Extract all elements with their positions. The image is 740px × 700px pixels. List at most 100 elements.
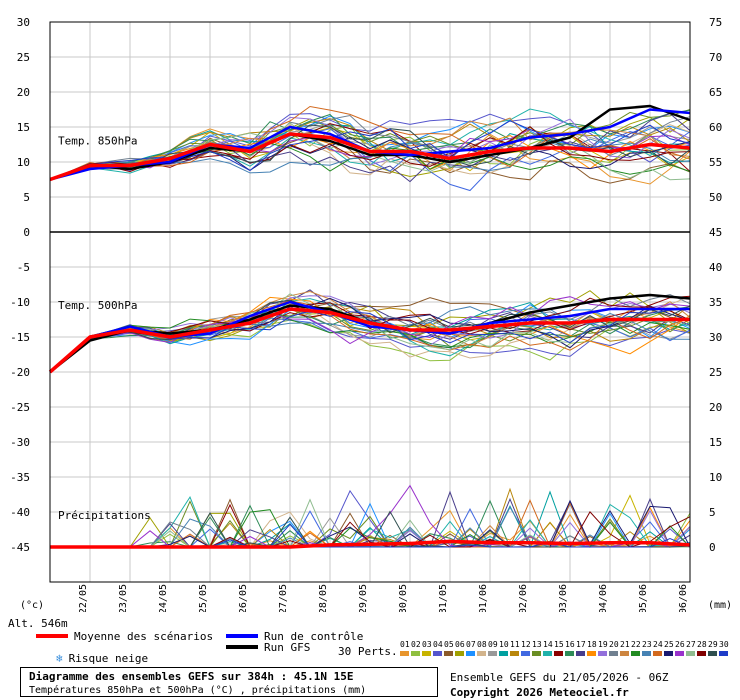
x-tick-label: 01/06 — [478, 584, 489, 612]
pert-swatch — [598, 651, 607, 656]
pert-number: 02 — [411, 640, 421, 649]
legend-gfs-swatch — [226, 645, 258, 649]
legend-perts-label: 30 Perts. — [338, 645, 398, 658]
pert-swatch — [653, 651, 662, 656]
legend-snow-label: Risque neige — [68, 652, 149, 665]
member-14-precip — [50, 496, 691, 548]
left-tick-label: 10 — [17, 156, 30, 169]
right-tick-label: 75 — [709, 16, 722, 29]
right-tick-label: 30 — [709, 331, 722, 344]
left-tick-label: -20 — [10, 366, 30, 379]
run-info: Ensemble GEFS du 21/05/2026 - 06Z — [450, 671, 669, 684]
pert-swatch — [510, 651, 519, 656]
x-tick-label: 22/05 — [78, 584, 89, 612]
snowflake-icon: ❄ — [56, 652, 63, 665]
panel-label: Temp. 850hPa — [58, 135, 137, 148]
right-tick-label: 65 — [709, 86, 722, 99]
x-tick-label: 06/06 — [678, 584, 689, 612]
pert-number: 03 — [422, 640, 432, 649]
member-24-t500 — [49, 300, 691, 373]
pert-number: 16 — [565, 640, 575, 649]
pert-swatch — [422, 651, 431, 656]
pert-number: 23 — [642, 640, 652, 649]
pert-swatch — [499, 651, 508, 656]
pert-swatch — [631, 651, 640, 656]
pert-number: 24 — [653, 640, 663, 649]
x-tick-label: 23/05 — [118, 584, 129, 612]
x-tick-label: 02/06 — [518, 584, 529, 612]
pert-swatch — [642, 651, 651, 656]
left-tick-label: 20 — [17, 86, 30, 99]
axis-ticks: 302520151050-5-10-15-20-25-30-35-40-4575… — [10, 16, 722, 612]
legend-gfs-label: Run GFS — [264, 641, 311, 654]
x-tick-label: 24/05 — [158, 584, 169, 612]
x-tick-label: 28/05 — [318, 584, 329, 612]
pert-swatch — [686, 651, 695, 656]
pert-number: 21 — [620, 640, 630, 649]
legend-control-swatch — [226, 634, 258, 638]
ensemble-chart: 302520151050-5-10-15-20-25-30-35-40-4575… — [10, 16, 722, 612]
right-tick-label: 15 — [709, 436, 722, 449]
pert-number: 20 — [609, 640, 619, 649]
left-tick-label: -45 — [10, 541, 30, 554]
right-tick-label: 60 — [709, 121, 722, 134]
pert-swatch — [433, 651, 442, 656]
pert-swatch — [488, 651, 497, 656]
pert-number: 04 — [433, 640, 443, 649]
pert-swatch — [664, 651, 673, 656]
right-tick-label: 45 — [709, 226, 722, 239]
member-24-t850 — [49, 105, 691, 180]
right-tick-label: 55 — [709, 156, 722, 169]
panel-label: Précipitations — [58, 509, 151, 522]
member-26-precip — [50, 484, 691, 548]
pert-swatch — [708, 651, 717, 656]
diagram-title: Diagramme des ensembles GEFS sur 384h : … — [29, 670, 354, 683]
pert-swatch — [620, 651, 629, 656]
pert-number: 28 — [697, 640, 707, 649]
right-tick-label: 20 — [709, 401, 722, 414]
pert-swatch — [466, 651, 475, 656]
left-tick-label: -40 — [10, 506, 30, 519]
left-tick-label: -5 — [17, 261, 30, 274]
pert-number: 13 — [532, 640, 542, 649]
series-0-t500 — [48, 307, 690, 374]
right-tick-label: 40 — [709, 261, 722, 274]
pert-swatch — [609, 651, 618, 656]
pert-swatch — [697, 651, 706, 656]
legend-mean-swatch — [36, 634, 68, 638]
pert-number: 08 — [477, 640, 487, 649]
pert-number: 27 — [686, 640, 696, 649]
pert-number: 25 — [664, 640, 674, 649]
member-26-t500 — [49, 296, 691, 373]
pert-swatch — [675, 651, 684, 656]
right-tick-label: 25 — [709, 366, 722, 379]
pert-number: 06 — [455, 640, 465, 649]
member-16-t850 — [49, 109, 691, 180]
left-tick-label: 30 — [17, 16, 30, 29]
pert-swatch — [565, 651, 574, 656]
pert-number: 14 — [543, 640, 553, 649]
panel-label: Temp. 500hPa — [58, 299, 137, 312]
pert-number: 18 — [587, 640, 597, 649]
pert-swatch — [532, 651, 541, 656]
pert-number: 15 — [554, 640, 564, 649]
pert-swatch — [719, 651, 728, 656]
pert-number: 11 — [510, 640, 520, 649]
x-tick-label: 29/05 — [358, 584, 369, 612]
series-0-precip — [50, 539, 691, 549]
x-tick-label: 26/05 — [238, 584, 249, 612]
pert-number: 10 — [499, 640, 509, 649]
left-unit-label: (°c) — [20, 600, 45, 611]
pert-number: 30 — [719, 640, 729, 649]
left-tick-label: 15 — [17, 121, 30, 134]
pert-number: 05 — [444, 640, 454, 649]
x-tick-label: 05/06 — [638, 584, 649, 612]
pert-swatch — [477, 651, 486, 656]
x-tick-label: 30/05 — [398, 584, 409, 612]
diagram-subtitle: Températures 850hPa et 500hPa (°C) , pré… — [29, 685, 367, 696]
pert-swatch — [411, 651, 420, 656]
footer-title-box: Diagramme des ensembles GEFS sur 384h : … — [20, 667, 438, 697]
right-tick-label: 0 — [709, 541, 716, 554]
pert-number: 07 — [466, 640, 476, 649]
pert-swatch — [587, 651, 596, 656]
